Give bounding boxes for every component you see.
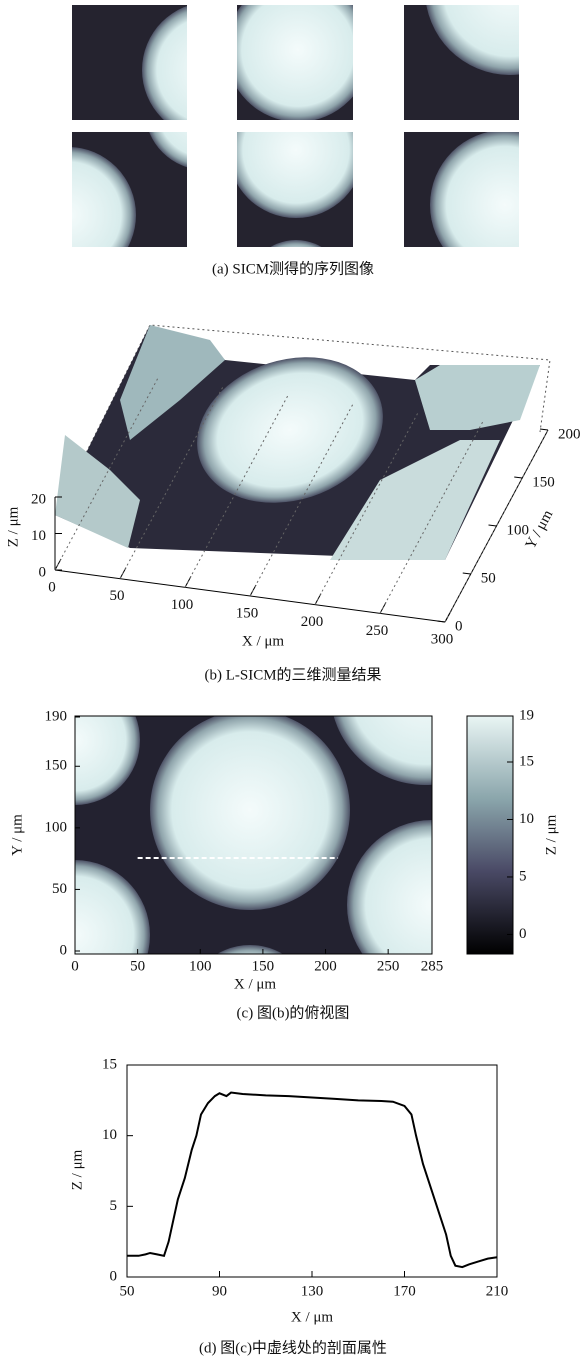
colorbar xyxy=(467,716,513,954)
y-tick-label: 100 xyxy=(45,819,68,835)
page: (a) SICM测得的序列图像 050100150200250300050100… xyxy=(0,0,587,1361)
y-axis-label: Y / μm xyxy=(9,814,25,856)
y-tick-label: 50 xyxy=(52,881,67,897)
z-tick-label: 10 xyxy=(31,528,46,544)
x-tick-label: 100 xyxy=(171,597,194,613)
x-tick-label: 50 xyxy=(120,1283,135,1299)
y-tick xyxy=(437,621,445,622)
x-tick-label: 210 xyxy=(486,1283,509,1299)
y-tick-label: 50 xyxy=(481,570,496,586)
tile-images xyxy=(0,0,587,340)
surface-3d xyxy=(55,325,550,560)
y-tick-label: 5 xyxy=(110,1198,118,1214)
x-tick-label: 50 xyxy=(110,588,125,604)
y-tick xyxy=(489,525,497,526)
colorbar-tick-label: 10 xyxy=(519,811,534,827)
axes-d: 50 90 130 170 210 0 5 10 15 xyxy=(102,1056,508,1299)
colorbar-tick-label: 5 xyxy=(519,868,527,884)
x-tick-label: 170 xyxy=(393,1283,416,1299)
x-tick-label: 130 xyxy=(301,1283,324,1299)
caption-d: (d) 图(c)中虚线处的剖面属性 xyxy=(199,1339,387,1356)
x-tick-label: 0 xyxy=(71,958,79,974)
x-tick-label: 150 xyxy=(236,605,259,621)
caption-c: (c) 图(b)的俯视图 xyxy=(237,1004,350,1021)
y-tick xyxy=(540,429,548,430)
x-axis-label: X / μm xyxy=(242,633,285,649)
y-tick xyxy=(514,477,522,478)
z-axis-label: Z / μm xyxy=(5,506,21,547)
caption-a: (a) SICM测得的序列图像 xyxy=(212,260,374,277)
x-tick-label: 100 xyxy=(189,958,212,974)
x-tick-label: 0 xyxy=(48,579,56,595)
y-tick xyxy=(463,573,471,574)
x-tick-label: 300 xyxy=(431,631,454,647)
y-tick-label: 0 xyxy=(110,1268,118,1284)
colorbar-tick-label: 0 xyxy=(519,926,527,942)
profile-curve xyxy=(127,1093,497,1268)
caption-b: (b) L-SICM的三维测量结果 xyxy=(204,666,381,683)
y-tick-label: 0 xyxy=(60,942,68,958)
figure: (a) SICM测得的序列图像 050100150200250300050100… xyxy=(0,0,587,1361)
y-tick-label: 200 xyxy=(558,426,581,442)
y-tick-label: 190 xyxy=(45,708,68,724)
x-tick-label: 200 xyxy=(314,958,337,974)
x-axis-label: X / μm xyxy=(234,976,277,992)
x-axis-label: X / μm xyxy=(291,1309,334,1325)
z-tick-label: 20 xyxy=(31,491,46,507)
x-tick-label: 250 xyxy=(377,958,400,974)
x-tick-label: 285 xyxy=(421,958,444,974)
y-tick-label: 0 xyxy=(455,618,463,634)
y-tick-label: 150 xyxy=(532,474,555,490)
y-tick-label: 150 xyxy=(45,758,68,774)
y-tick-label: 100 xyxy=(507,522,530,538)
colorbar-label: Z / μm xyxy=(543,814,559,855)
x-tick-label: 150 xyxy=(252,958,275,974)
x-tick-label: 250 xyxy=(366,623,389,639)
x-tick-label: 50 xyxy=(130,958,145,974)
colorbar-tick-label: 15 xyxy=(519,753,534,769)
y-axis-label: Z / μm xyxy=(69,1149,85,1190)
x-tick-label: 90 xyxy=(212,1283,227,1299)
y-tick-label: 10 xyxy=(102,1127,117,1143)
colorbar-tick-label: 19 xyxy=(519,707,534,723)
z-tick-label: 0 xyxy=(39,564,47,580)
x-tick-label: 200 xyxy=(301,614,324,630)
y-tick-label: 15 xyxy=(102,1056,117,1072)
